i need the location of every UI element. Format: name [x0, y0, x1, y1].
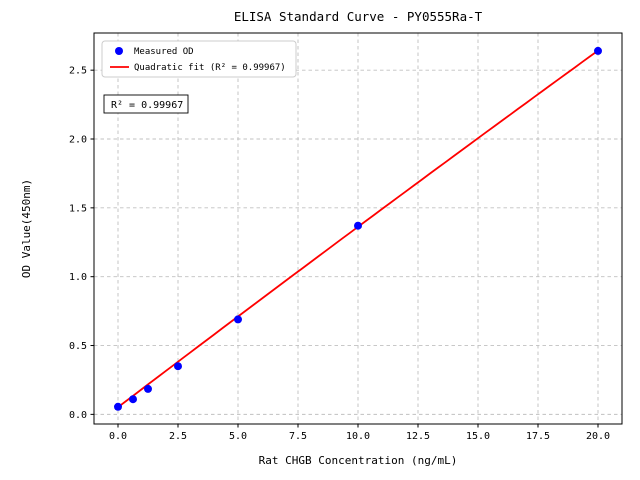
legend-box: [101, 40, 297, 78]
legend-marker-measured-od-icon: [115, 47, 123, 55]
x-tick-label: 7.5: [289, 431, 307, 442]
y-tick-label: 0.0: [69, 410, 87, 421]
y-axis-label: OD Value(450nm): [20, 179, 33, 278]
legend-label-quadratic-fit: Quadratic fit (R² = 0.99967): [134, 63, 286, 73]
y-tick-label: 1.5: [69, 203, 87, 214]
r-squared-annotation: R² = 0.99967: [103, 94, 189, 114]
x-tick-label: 12.5: [406, 431, 430, 442]
data-point: [129, 395, 137, 404]
data-point: [354, 221, 362, 230]
x-tick-label: 2.5: [169, 431, 187, 442]
x-tick-label: 17.5: [526, 431, 550, 442]
x-tick-label: 15.0: [466, 431, 490, 442]
x-axis: 0.0 2.5 5.0 7.5 10.0 12.5 15.0 17.5 20.0: [109, 424, 610, 442]
y-axis: 0.0 0.5 1.0 1.5 2.0 2.5: [69, 66, 94, 421]
data-point: [114, 402, 122, 411]
measured-od-points: [114, 46, 602, 411]
data-point: [144, 384, 152, 393]
y-tick-label: 2.0: [69, 135, 87, 146]
y-tick-label: 0.5: [69, 341, 87, 352]
x-tick-label: 0.0: [109, 431, 127, 442]
y-tick-label: 1.0: [69, 272, 87, 283]
legend: Measured OD Quadratic fit (R² = 0.99967): [101, 40, 297, 78]
data-point: [594, 46, 602, 55]
annotation-text: R² = 0.99967: [111, 100, 183, 111]
x-axis-label: Rat CHGB Concentration (ng/mL): [259, 454, 458, 467]
x-tick-label: 10.0: [346, 431, 370, 442]
legend-label-measured-od: Measured OD: [134, 47, 194, 57]
chart-title: ELISA Standard Curve - PY0555Ra-T: [234, 9, 483, 24]
x-tick-label: 5.0: [229, 431, 247, 442]
data-point: [174, 362, 182, 371]
y-tick-label: 2.5: [69, 66, 87, 77]
data-point: [234, 315, 242, 324]
x-tick-label: 20.0: [586, 431, 610, 442]
annotation-box: [103, 94, 189, 114]
